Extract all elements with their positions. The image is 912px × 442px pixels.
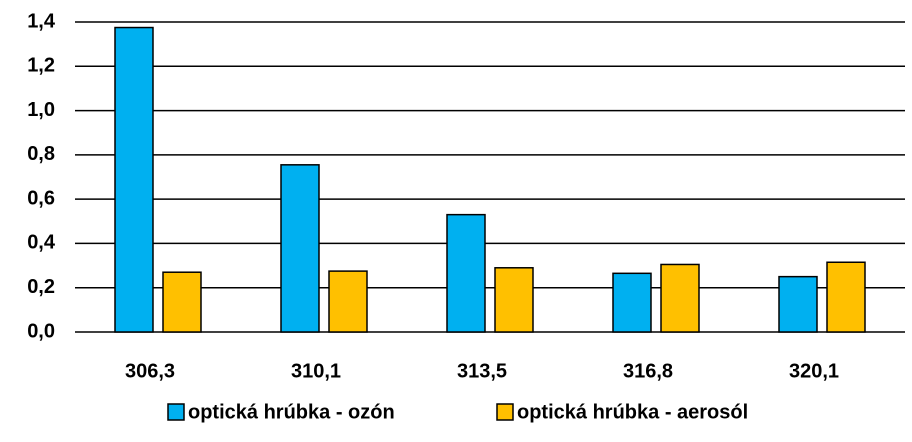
y-tick-label: 0,0 <box>27 320 55 342</box>
x-tick-label: 310,1 <box>291 360 341 382</box>
bar <box>826 261 866 333</box>
legend-label: optická hrúbka - ozón <box>188 401 395 423</box>
bar <box>660 263 700 333</box>
bar <box>114 26 154 333</box>
y-tick-label: 0,6 <box>27 187 55 209</box>
bar <box>280 164 320 333</box>
bar <box>494 267 534 333</box>
y-tick-label: 0,4 <box>27 232 56 254</box>
legend-swatch <box>496 403 514 421</box>
x-tick-label: 320,1 <box>789 360 839 382</box>
bar <box>446 213 486 333</box>
x-tick-label: 313,5 <box>457 360 507 382</box>
bar <box>328 270 368 333</box>
y-tick-label: 1,4 <box>27 10 56 32</box>
y-tick-label: 0,2 <box>27 276 55 298</box>
bar <box>612 272 652 333</box>
bar <box>162 271 202 333</box>
legend-swatch <box>167 403 185 421</box>
x-tick-label: 306,3 <box>125 360 175 382</box>
y-tick-label: 1,0 <box>27 99 55 121</box>
y-tick-label: 1,2 <box>27 55 55 77</box>
x-tick-label: 316,8 <box>623 360 673 382</box>
legend-label: optická hrúbka - aerosól <box>517 401 748 423</box>
bar <box>778 275 818 333</box>
y-tick-label: 0,8 <box>27 143 55 165</box>
